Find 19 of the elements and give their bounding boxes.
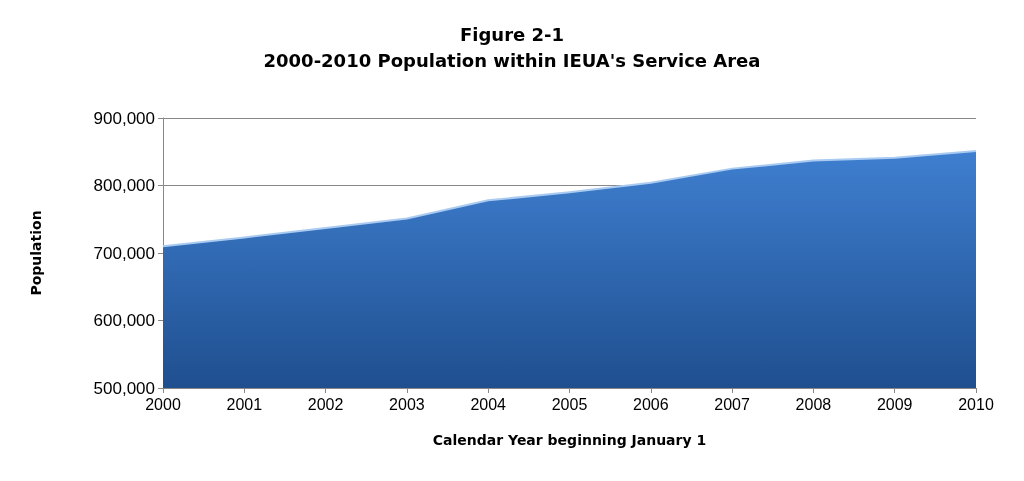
y-tick-label: 700,000 (93, 243, 155, 263)
x-tick-label: 2010 (958, 395, 994, 413)
y-tick-label: 900,000 (93, 108, 155, 128)
x-tick-label: 2009 (876, 395, 913, 413)
x-tick-label: 2005 (551, 395, 588, 413)
x-tick-label: 2001 (226, 395, 263, 413)
x-tick-label: 2006 (633, 395, 669, 413)
y-axis-title: Population (28, 210, 44, 296)
x-tick-label: 2007 (714, 395, 750, 413)
x-axis-title: Calendar Year beginning January 1 (432, 432, 707, 448)
chart-title: Figure 2-1 2000-2010 Population within IEUA's Service Area (263, 23, 761, 71)
x-tick-label: 2003 (389, 395, 425, 413)
x-tick-label: 2004 (470, 395, 507, 413)
y-tick-label: 800,000 (93, 176, 155, 195)
y-tick-label: 500,000 (93, 378, 155, 398)
y-tick-label: 600,000 (93, 311, 155, 330)
x-tick-label: 2000 (145, 395, 181, 413)
x-tick-label: 2008 (795, 395, 832, 413)
x-tick-label: 2002 (307, 395, 344, 413)
